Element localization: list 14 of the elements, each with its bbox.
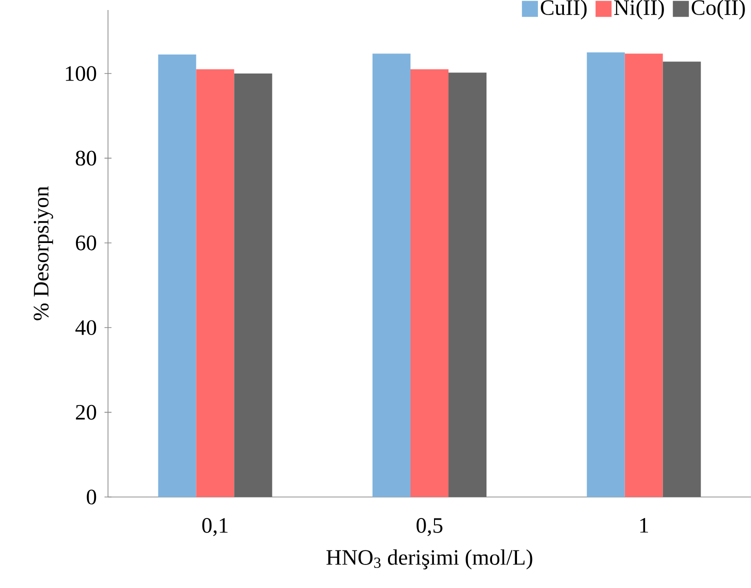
x-tick-label: 1 [640,518,648,533]
y-axis-title: % Desorpsiyon [34,186,54,320]
y-tick-label: 20 [76,404,96,420]
y-tick-label: 80 [76,150,96,166]
y-tick-label: 40 [75,320,96,336]
legend-label: CuII) [540,0,587,20]
y-tick-label: 0 [86,490,96,504]
x-axis-title: HNO$_{3}$ derişimi (mol/L) [326,549,532,570]
y-tick-label: 100 [66,66,96,81]
legend-label: Ni(II) [614,0,664,20]
legend-label: Co(II) [692,0,745,20]
y-tick-label: 60 [76,235,96,250]
x-tick-label: 0,5 [416,518,442,536]
x-tick-label: 0,1 [202,518,228,536]
